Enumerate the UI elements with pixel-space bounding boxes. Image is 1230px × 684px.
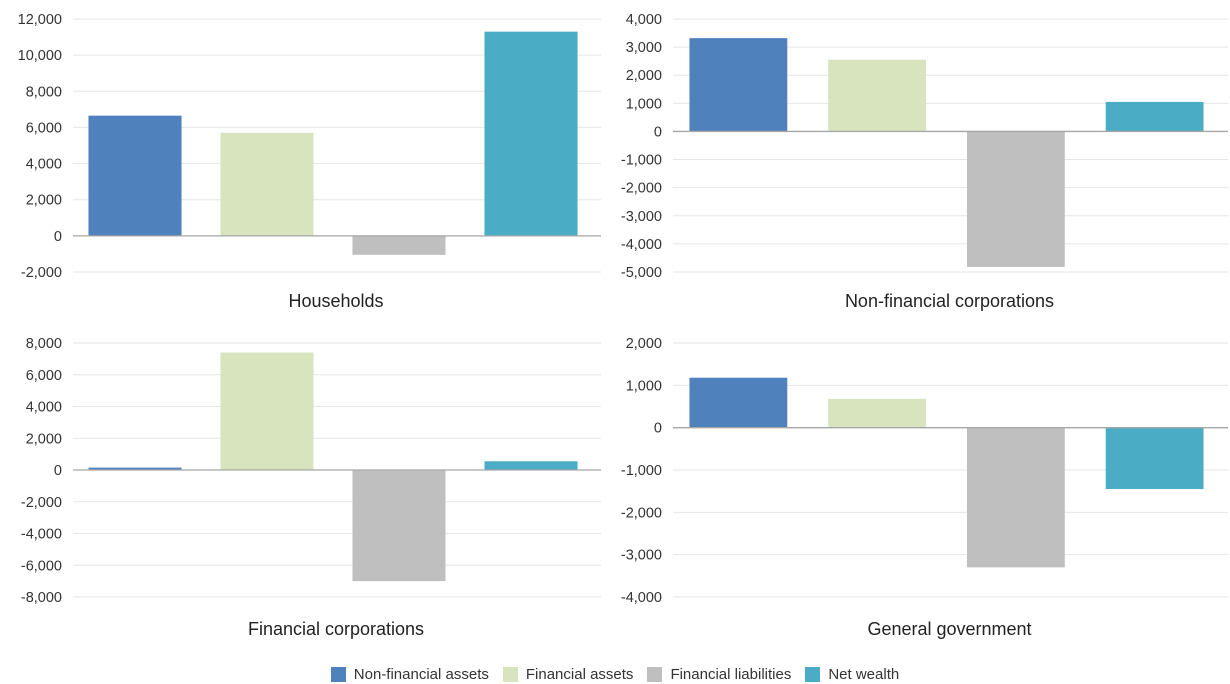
y-tick-label: -4,000	[621, 237, 662, 253]
y-tick-label: -4,000	[621, 590, 662, 606]
y-tick-label: -8,000	[21, 590, 62, 606]
legend-swatch	[647, 666, 663, 682]
bar-non-financial-corporations-non-financial-assets	[689, 38, 788, 132]
legend-label: Financial liabilities	[670, 665, 792, 683]
y-tick-label: 3,000	[626, 40, 662, 56]
panel-title-general-government: General government	[867, 619, 1031, 639]
y-tick-label: -1,000	[621, 153, 662, 169]
panel-title-financial-corporations: Financial corporations	[248, 619, 424, 639]
y-tick-label: 1,000	[626, 378, 662, 394]
y-tick-label: 2,000	[626, 68, 662, 84]
y-tick-label: -1,000	[621, 463, 662, 479]
legend-label: Financial assets	[525, 665, 634, 683]
bar-households-net-wealth	[484, 31, 578, 236]
y-tick-label: -2,000	[621, 181, 662, 197]
y-tick-label: 1,000	[626, 96, 662, 112]
y-tick-label: -3,000	[621, 209, 662, 225]
legend: Non-financial assets Financial assets Fi…	[0, 664, 1230, 684]
y-tick-label: 6,000	[26, 120, 62, 136]
y-tick-label: 10,000	[18, 48, 62, 64]
y-tick-label: 4,000	[26, 400, 62, 416]
y-tick-label: 4,000	[26, 157, 62, 173]
bar-households-non-financial-assets	[88, 115, 182, 236]
bar-financial-corporations-non-financial-assets	[88, 467, 182, 470]
bar-financial-corporations-financial-liabilities	[352, 470, 446, 582]
y-tick-label: 12,000	[18, 12, 62, 28]
y-tick-label: -4,000	[21, 527, 62, 543]
legend-item-net-wealth[interactable]: Net wealth	[805, 666, 899, 683]
y-tick-label: 0	[54, 229, 62, 245]
legend-label: Net wealth	[828, 665, 900, 683]
bar-general-government-non-financial-assets	[689, 377, 788, 428]
y-tick-label: 4,000	[626, 12, 662, 28]
panel-title-households: Households	[288, 291, 383, 311]
bar-financial-corporations-net-wealth	[484, 461, 578, 470]
y-tick-label: -2,000	[621, 505, 662, 521]
y-tick-label: -6,000	[21, 558, 62, 574]
y-tick-label: -5,000	[621, 265, 662, 281]
chart-area: 12,000 10,000 8,000 6,000 4,000 2,000 0 -2,000 H…	[18, 12, 1228, 639]
y-tick-label: 2,000	[626, 336, 662, 352]
y-tick-label: -2,000	[21, 495, 62, 511]
bar-non-financial-corporations-net-wealth	[1105, 101, 1204, 132]
legend-item-financial-liabilities[interactable]: Financial liabilities	[647, 666, 791, 683]
legend-swatch	[502, 666, 518, 682]
y-tick-label: 8,000	[26, 336, 62, 352]
bar-non-financial-corporations-financial-liabilities	[966, 131, 1065, 267]
bar-households-financial-liabilities	[352, 235, 446, 255]
y-tick-label: 6,000	[26, 368, 62, 384]
bar-general-government-financial-assets	[828, 398, 927, 428]
y-tick-label: 0	[654, 124, 662, 140]
legend-swatch	[805, 666, 821, 682]
bar-general-government-financial-liabilities	[966, 427, 1065, 568]
legend-label: Non-financial assets	[353, 665, 489, 683]
y-tick-label: 2,000	[26, 431, 62, 447]
y-tick-label: -3,000	[621, 548, 662, 564]
legend-item-non-financial-assets[interactable]: Non-financial assets	[330, 665, 489, 683]
y-tick-label: 8,000	[26, 84, 62, 100]
y-tick-label: -2,000	[21, 265, 62, 281]
bar-non-financial-corporations-financial-assets	[828, 59, 927, 132]
legend-item-financial-assets[interactable]: Financial assets	[502, 665, 634, 683]
bar-financial-corporations-financial-assets	[220, 352, 314, 470]
legend-swatch	[330, 666, 346, 682]
y-tick-label: 0	[54, 463, 62, 479]
bar-households-financial-assets	[220, 132, 314, 236]
bar-general-government-net-wealth	[1105, 427, 1204, 490]
y-tick-label: 0	[654, 421, 662, 437]
y-tick-label: 2,000	[26, 193, 62, 209]
panel-title-non-financial-corporations: Non-financial corporations	[845, 291, 1054, 311]
